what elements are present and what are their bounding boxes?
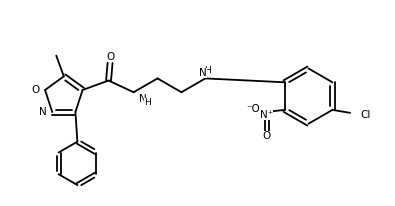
- Text: Cl: Cl: [360, 110, 371, 120]
- Text: H: H: [145, 98, 151, 107]
- Text: H: H: [204, 66, 211, 75]
- Text: ⁻O: ⁻O: [246, 104, 260, 114]
- Text: O: O: [263, 131, 271, 140]
- Text: O: O: [106, 52, 114, 62]
- Text: O: O: [31, 85, 39, 95]
- Text: N: N: [139, 94, 146, 104]
- Text: N: N: [39, 107, 46, 117]
- Text: N: N: [199, 68, 207, 78]
- Text: N⁺: N⁺: [260, 110, 273, 120]
